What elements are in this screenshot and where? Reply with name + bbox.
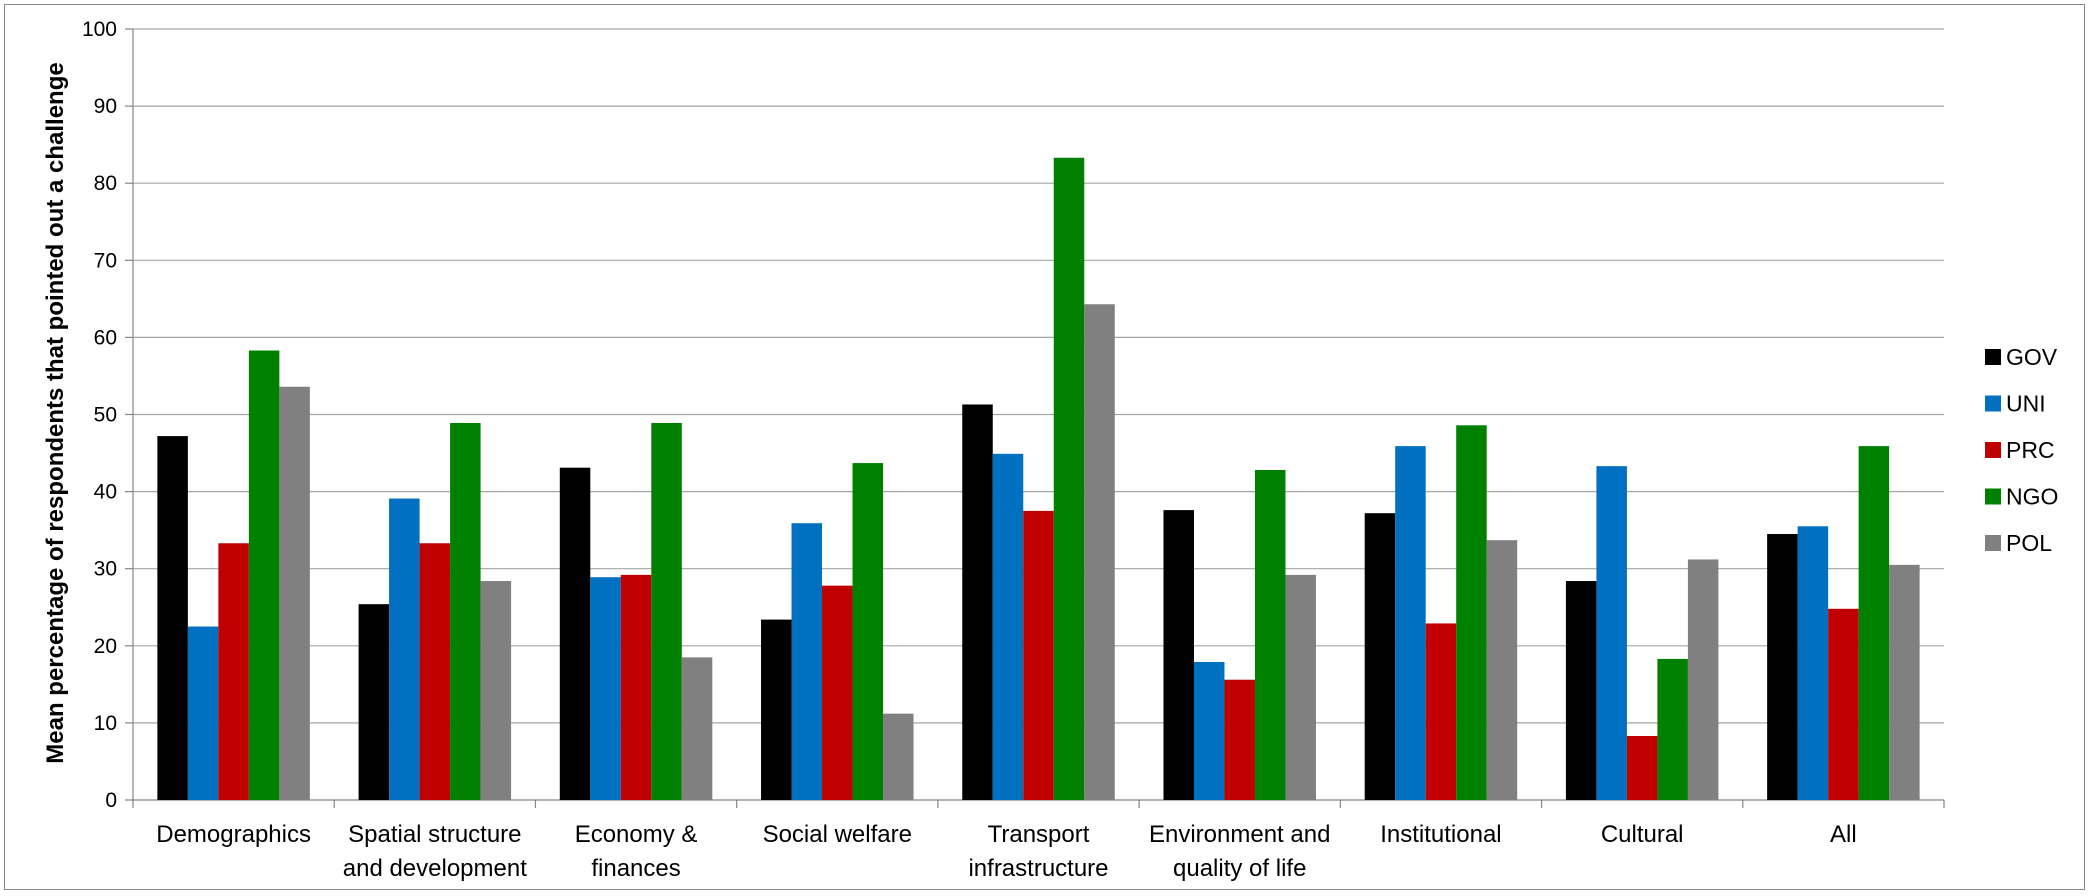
- bar-ngo: [1053, 157, 1085, 800]
- bar-ngo: [1254, 470, 1286, 800]
- bar-gov: [1163, 510, 1194, 800]
- bar-ngo: [1456, 425, 1487, 800]
- bar-pol: [279, 386, 310, 800]
- x-category-label-line: All: [1830, 821, 1857, 848]
- bar-ngo: [248, 350, 280, 800]
- y-tick-label: 40: [94, 481, 117, 504]
- x-category-label: Environment and quality of life: [1149, 821, 1330, 882]
- bar-pol: [480, 581, 512, 800]
- y-tick-label: 0: [105, 789, 117, 812]
- bar-uni: [187, 626, 219, 800]
- bar-prc: [620, 574, 652, 800]
- x-category-label-line: Social welfare: [763, 821, 912, 848]
- y-tick-label: 50: [94, 404, 117, 427]
- x-category-label: Transport infrastructure: [968, 821, 1108, 882]
- bar-uni: [791, 523, 823, 800]
- legend-label-uni: UNI: [2006, 391, 2046, 417]
- bar-ngo: [852, 463, 884, 800]
- bar-gov: [1767, 534, 1798, 800]
- legend-swatch-pol: [1985, 535, 2001, 551]
- x-category-label: All: [1830, 821, 1857, 848]
- bar-pol: [883, 713, 914, 800]
- bar-uni: [590, 577, 621, 800]
- bar-uni: [389, 498, 420, 800]
- x-category-label-line: Economy &: [575, 821, 698, 848]
- x-category-label-line: Demographics: [156, 821, 311, 848]
- x-category-label-line: Transport: [988, 821, 1090, 848]
- bar-prc: [1626, 736, 1658, 800]
- x-category-label-line: Spatial structure: [348, 821, 521, 848]
- chart-frame: [4, 4, 2085, 890]
- legend-label-ngo: NGO: [2006, 484, 2058, 510]
- bar-gov: [1565, 581, 1597, 800]
- bar-uni: [1193, 661, 1225, 800]
- bar-ngo: [651, 422, 682, 800]
- bar-prc: [419, 543, 451, 800]
- bar-pol: [1285, 574, 1316, 800]
- y-tick-label: 60: [94, 326, 117, 349]
- y-tick-label: 70: [94, 249, 117, 272]
- bar-prc: [218, 543, 249, 800]
- legend-label-prc: PRC: [2006, 437, 2055, 463]
- legend-swatch-uni: [1985, 395, 2001, 412]
- bar-pol: [681, 657, 713, 800]
- bars: [157, 157, 1920, 800]
- bar-uni: [1596, 466, 1627, 800]
- x-category-label-line: Institutional: [1380, 821, 1501, 848]
- bar-ngo: [1657, 658, 1688, 800]
- legend-swatch-prc: [1985, 442, 2001, 458]
- legend-label-pol: POL: [2006, 530, 2052, 556]
- x-category-label-line: and development: [343, 855, 527, 882]
- x-category-label: Cultural: [1601, 821, 1684, 848]
- category-labels: Demographics Spatial structure and develop…: [156, 821, 1856, 882]
- legend-swatch-gov: [1985, 349, 2001, 365]
- x-category-label-line: Cultural: [1601, 821, 1684, 848]
- y-tick-label: 20: [94, 635, 117, 658]
- x-category-label-line: Environment and: [1149, 821, 1330, 848]
- bar-pol: [1687, 559, 1719, 800]
- bar-prc: [822, 585, 853, 800]
- bar-prc: [1828, 608, 1859, 800]
- y-tick-label: 90: [94, 95, 117, 118]
- legend-swatch-ngo: [1985, 488, 2001, 505]
- bar-prc: [1023, 510, 1054, 800]
- x-category-label: Demographics: [156, 821, 311, 848]
- x-category-label: Social welfare: [763, 821, 912, 848]
- y-tick-label: 80: [94, 172, 117, 195]
- bar-gov: [157, 436, 188, 800]
- legend: GOV UNI PRC NGO POL: [1985, 344, 2058, 556]
- bar-ngo: [1858, 446, 1890, 800]
- x-category-label: Institutional: [1380, 821, 1501, 848]
- bar-uni: [992, 453, 1024, 800]
- legend-label-gov: GOV: [2006, 344, 2058, 370]
- bar-pol: [1889, 564, 1920, 800]
- bar-prc: [1224, 679, 1255, 800]
- bar-gov: [962, 404, 993, 800]
- y-tick-label: 30: [94, 558, 117, 581]
- y-axis-title: Mean percentage of respondents that poin…: [42, 62, 69, 763]
- x-category-label-line: finances: [591, 855, 680, 882]
- bar-uni: [1395, 446, 1426, 800]
- x-category-label-line: infrastructure: [968, 855, 1108, 882]
- bar-ngo: [450, 422, 481, 800]
- gridlines: [133, 28, 1944, 724]
- bar-pol: [1084, 304, 1115, 800]
- bar-uni: [1797, 526, 1829, 800]
- x-category-label-line: quality of life: [1173, 855, 1306, 882]
- bar-prc: [1425, 623, 1457, 800]
- x-category-label: Spatial structure and development: [343, 821, 527, 882]
- bar-gov: [358, 604, 390, 800]
- bar-gov: [1364, 513, 1396, 800]
- y-tick-label: 10: [94, 712, 117, 735]
- x-category-label: Economy & finances: [575, 821, 698, 882]
- y-tick-label: 100: [82, 18, 117, 41]
- bar-pol: [1486, 540, 1518, 800]
- bar-gov: [761, 619, 792, 800]
- bar-gov: [559, 467, 591, 800]
